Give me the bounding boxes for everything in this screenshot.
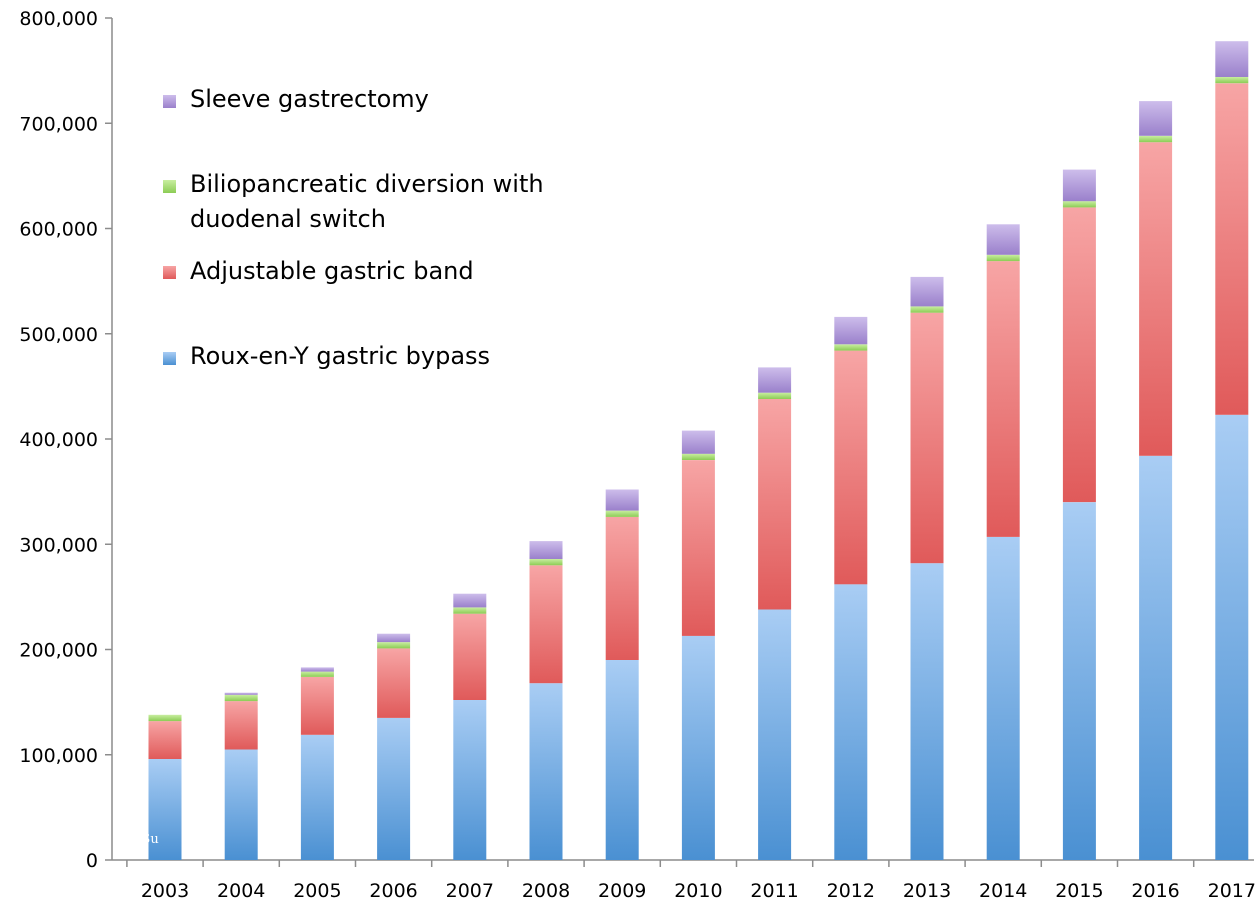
bar-segment <box>529 565 563 684</box>
y-tick-label: 400,000 <box>19 429 98 451</box>
bar-segment <box>224 701 258 750</box>
legend-label: Roux-en-Y gastric bypass <box>190 342 490 370</box>
legend-swatch <box>163 180 176 193</box>
bar-segment <box>834 316 868 345</box>
bar-segment <box>1062 169 1096 202</box>
bar-segment <box>1139 135 1173 143</box>
bar-segment <box>605 516 639 660</box>
bar-segment <box>300 734 334 860</box>
bar-segment <box>834 350 868 585</box>
bar-segment <box>453 613 487 700</box>
x-tick-label: 2015 <box>1055 880 1103 902</box>
bar-segment <box>1139 455 1173 860</box>
x-tick-label: 2007 <box>446 880 494 902</box>
x-tick-label: 2017 <box>1208 880 1256 902</box>
bar-segment <box>1062 201 1096 208</box>
x-tick-label: 2005 <box>293 880 341 902</box>
y-tick-label: 500,000 <box>19 324 98 346</box>
bar-segment <box>1215 76 1249 84</box>
legend-label: Adjustable gastric band <box>190 257 474 285</box>
bar-segment <box>910 306 944 313</box>
x-tick-label: 2013 <box>903 880 951 902</box>
bar-segment <box>148 759 182 860</box>
bar-segment <box>605 510 639 517</box>
bar-segment <box>681 453 715 460</box>
bar-segment <box>1062 207 1096 503</box>
bar-segment <box>453 700 487 860</box>
bar-segment <box>605 660 639 860</box>
legend-swatch <box>163 352 176 365</box>
bar-segment <box>758 399 792 610</box>
bar-segment <box>148 721 182 759</box>
y-tick-label: 800,000 <box>19 8 98 30</box>
legend-label: duodenal switch <box>190 205 386 233</box>
y-tick-label: 600,000 <box>19 219 98 241</box>
bar-segment <box>986 224 1020 255</box>
bar-segment <box>1139 101 1173 136</box>
bar-segment <box>377 642 411 649</box>
x-tick-label: 2014 <box>979 880 1027 902</box>
bar-segment <box>377 717 411 860</box>
bar-segment <box>758 609 792 860</box>
x-tick-label: 2003 <box>141 880 189 902</box>
x-tick-label: 2016 <box>1131 880 1179 902</box>
x-tick-label: 2012 <box>827 880 875 902</box>
legend-swatch <box>163 266 176 279</box>
bar-segment <box>453 607 487 614</box>
bar-segment <box>148 714 182 722</box>
bar-segment <box>681 460 715 636</box>
bar-segment <box>529 683 563 860</box>
bar-segment <box>224 694 258 702</box>
bar-segment <box>224 749 258 860</box>
bar-segment <box>300 671 334 677</box>
bar-segment <box>300 667 334 672</box>
x-tick-label: 2008 <box>522 880 570 902</box>
bar-segment <box>300 676 334 735</box>
x-axis: 2003 2004 2005 2006 2007 2008 2009 2010 2011 2012… <box>112 859 1256 902</box>
bar-segment <box>377 633 411 643</box>
overlay-text: c Su <box>130 832 159 847</box>
y-tick-label: 100,000 <box>19 745 98 767</box>
bar-segment <box>834 584 868 860</box>
y-tick-label: 200,000 <box>19 640 98 662</box>
bar-segment <box>1215 83 1249 415</box>
bar-segment <box>910 312 944 564</box>
legend-label: Biliopancreatic diversion with <box>190 170 544 198</box>
legend-swatch <box>163 95 176 108</box>
bar-segment <box>224 692 258 695</box>
bar-segment <box>910 563 944 860</box>
bar-segment <box>758 392 792 399</box>
bar-segment <box>834 344 868 351</box>
y-axis: 0 100,000 200,000 300,000 400,000 500,000 600,… <box>19 8 113 872</box>
legend-label: Sleeve gastrectomy <box>190 85 429 113</box>
x-tick-label: 2006 <box>369 880 417 902</box>
y-tick-label: 0 <box>86 850 98 872</box>
x-tick-label: 2009 <box>598 880 646 902</box>
bar-segment <box>986 254 1020 262</box>
x-tick-label: 2010 <box>674 880 722 902</box>
bar-segment <box>377 648 411 718</box>
bars <box>148 41 1249 860</box>
bar-segment <box>453 593 487 608</box>
bar-segment <box>681 635 715 860</box>
bar-segment <box>605 489 639 511</box>
bar-segment <box>986 261 1020 537</box>
bar-segment <box>758 367 792 393</box>
bar-segment <box>681 430 715 454</box>
bar-segment <box>1215 414 1249 860</box>
bar-segment <box>529 559 563 566</box>
y-tick-label: 300,000 <box>19 534 98 556</box>
bar-segment <box>986 536 1020 860</box>
bar-segment <box>1215 41 1249 77</box>
bar-segment <box>1139 142 1173 456</box>
legend: Sleeve gastrectomy Biliopancreatic divers… <box>163 85 544 370</box>
bar-segment <box>910 276 944 307</box>
y-tick-label: 700,000 <box>19 113 98 135</box>
bar-segment <box>1062 502 1096 860</box>
x-tick-label: 2004 <box>217 880 265 902</box>
bar-segment <box>529 541 563 559</box>
x-tick-label: 2011 <box>750 880 798 902</box>
